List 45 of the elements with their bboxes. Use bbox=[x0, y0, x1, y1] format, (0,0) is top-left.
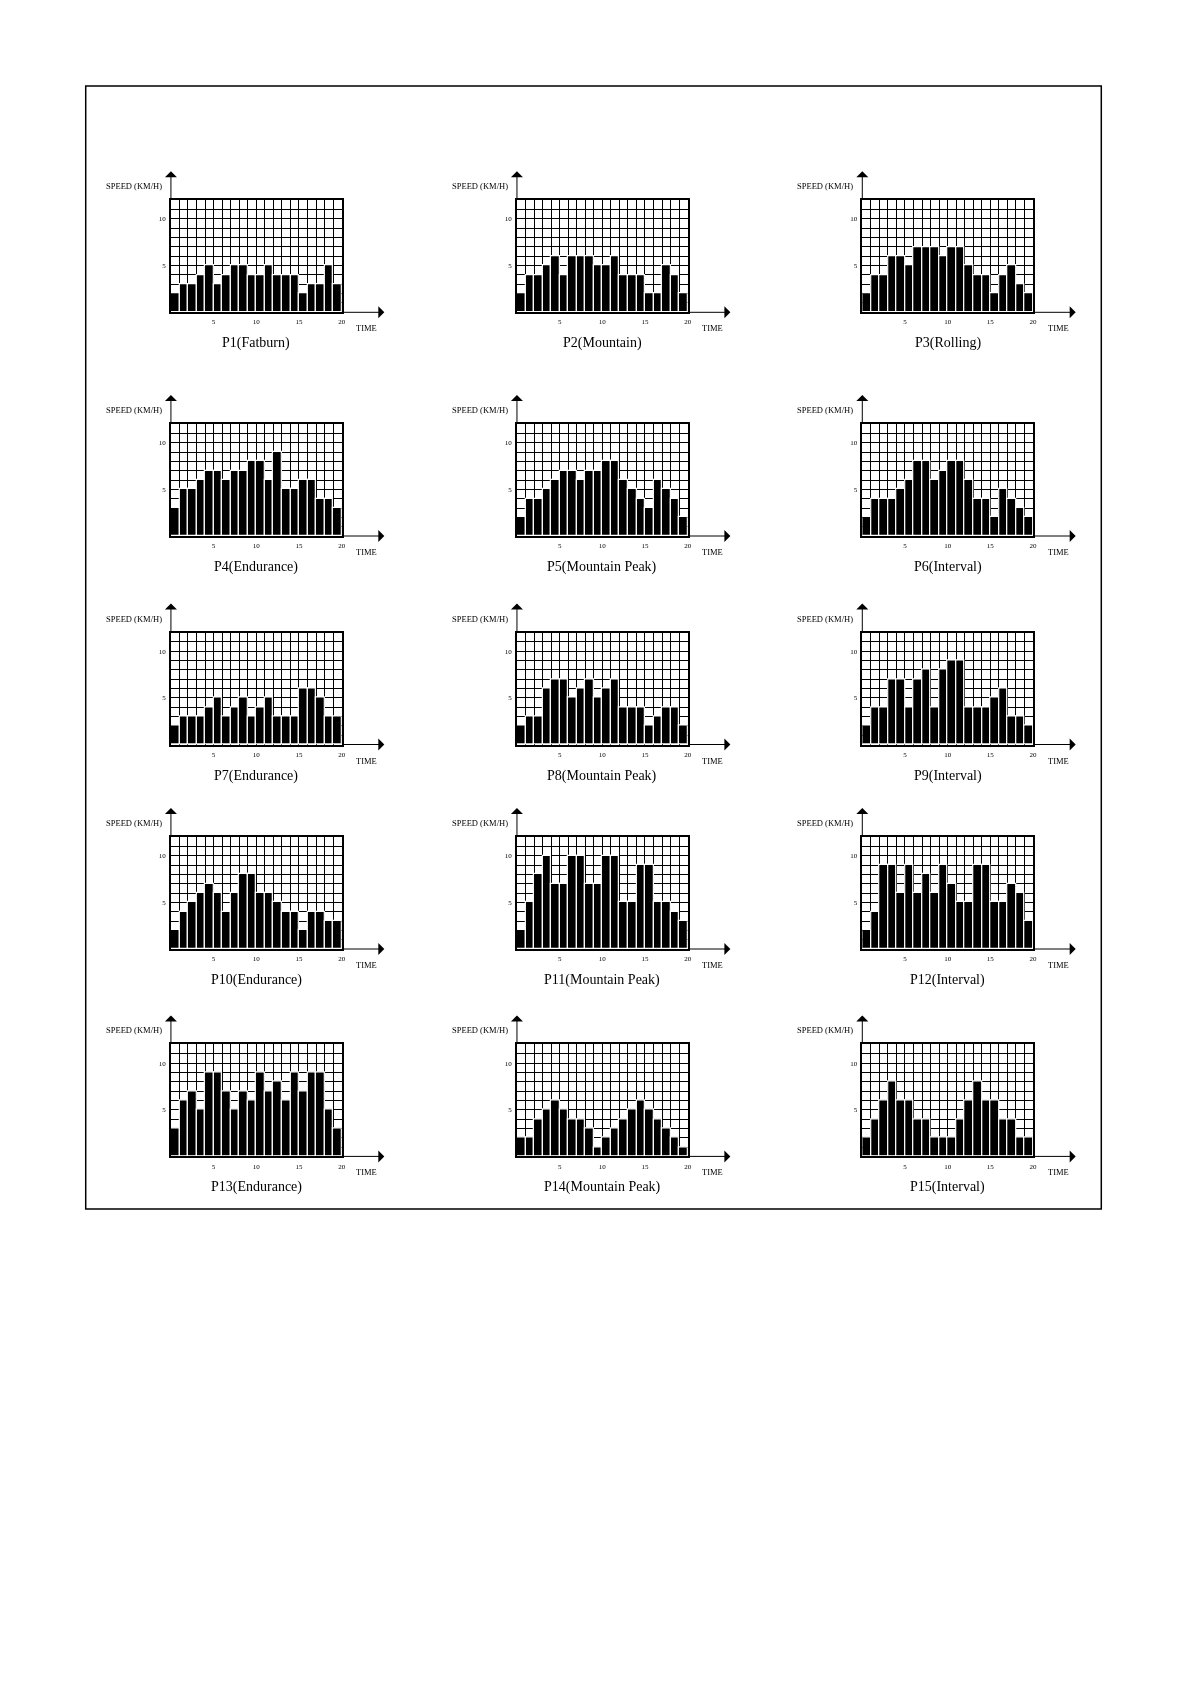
x-axis-title: TIME bbox=[702, 547, 723, 557]
text: P2(Mountain) bbox=[563, 335, 642, 351]
text: P15(Interval) bbox=[910, 1179, 985, 1195]
y-axis-title: SPEED (KM/H) bbox=[797, 818, 854, 828]
y-axis-title: SPEED (KM/H) bbox=[106, 1025, 163, 1035]
x-axis-title: TIME bbox=[1048, 323, 1069, 333]
text: P13(Endurance) bbox=[211, 1179, 303, 1195]
y-axis-title: SPEED (KM/H) bbox=[797, 1025, 854, 1035]
y-axis-title: SPEED (KM/H) bbox=[452, 405, 509, 415]
text: P8(Mountain Peak) bbox=[547, 768, 657, 784]
text: P14(Mountain Peak) bbox=[544, 1179, 661, 1195]
x-axis-title: TIME bbox=[702, 1167, 723, 1177]
text: P3(Rolling) bbox=[915, 335, 982, 351]
text: P10(Endurance) bbox=[211, 972, 303, 988]
x-axis-title: TIME bbox=[356, 547, 377, 557]
x-axis-title: TIME bbox=[1048, 1167, 1069, 1177]
y-axis-title: SPEED (KM/H) bbox=[797, 181, 854, 191]
x-axis-title: TIME bbox=[356, 960, 377, 970]
text: P5(Mountain Peak) bbox=[547, 559, 657, 575]
x-axis-title: TIME bbox=[702, 960, 723, 970]
y-axis-title: SPEED (KM/H) bbox=[106, 818, 163, 828]
y-axis-title: SPEED (KM/H) bbox=[452, 181, 509, 191]
x-axis-title: TIME bbox=[702, 323, 723, 333]
text: P11(Mountain Peak) bbox=[544, 972, 661, 988]
x-axis-title: TIME bbox=[356, 1167, 377, 1177]
y-axis-title: SPEED (KM/H) bbox=[452, 614, 509, 624]
x-axis-title: TIME bbox=[1048, 547, 1069, 557]
y-axis-title: SPEED (KM/H) bbox=[106, 181, 163, 191]
y-axis-title: SPEED (KM/H) bbox=[797, 614, 854, 624]
x-axis-title: TIME bbox=[356, 323, 377, 333]
y-axis-title: SPEED (KM/H) bbox=[797, 405, 854, 415]
x-axis-title: TIME bbox=[356, 756, 377, 766]
text: P4(Endurance) bbox=[214, 559, 299, 575]
text: P12(Interval) bbox=[910, 972, 985, 988]
x-axis-title: TIME bbox=[702, 756, 723, 766]
y-axis-title: SPEED (KM/H) bbox=[106, 405, 163, 415]
x-axis-title: TIME bbox=[1048, 960, 1069, 970]
text: P9(Interval) bbox=[914, 768, 982, 784]
text: P1(Fatburn) bbox=[222, 335, 290, 351]
text: P7(Endurance) bbox=[214, 768, 299, 784]
y-axis-title: SPEED (KM/H) bbox=[452, 1025, 509, 1035]
x-axis-title: TIME bbox=[1048, 756, 1069, 766]
text: P6(Interval) bbox=[914, 559, 982, 575]
y-axis-title: SPEED (KM/H) bbox=[106, 614, 163, 624]
y-axis-title: SPEED (KM/H) bbox=[452, 818, 509, 828]
